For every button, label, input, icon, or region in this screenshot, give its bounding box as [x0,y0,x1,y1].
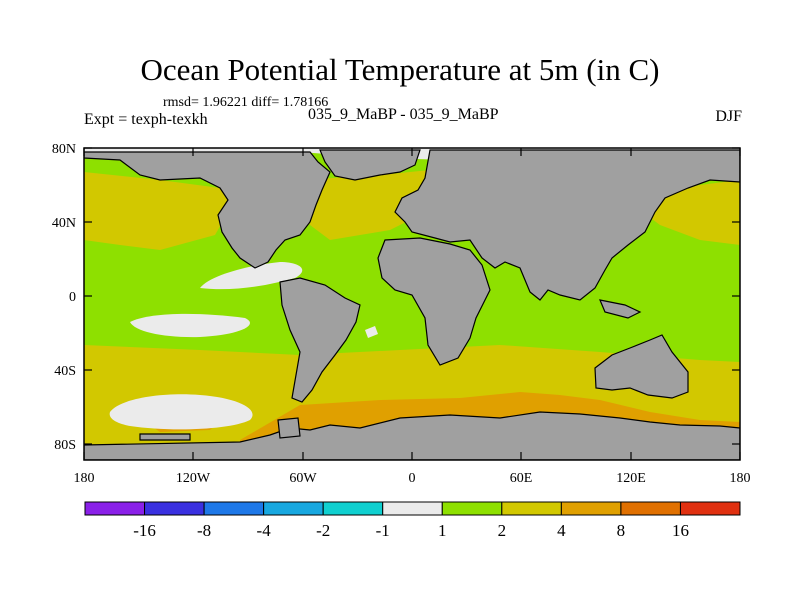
colorbar-swatch [560,501,622,516]
map-field [84,148,740,460]
colorbar: -16 -8 -4 -2 -1 1 2 4 8 16 [84,501,741,540]
land-indonesia [599,299,642,319]
colorbar-swatch [203,501,265,516]
colorbar-label: 16 [672,521,689,540]
lat-tick-label: 0 [69,290,76,305]
land-masses [84,149,740,460]
lon-tick-label: 0 [409,471,416,486]
stats-line: rmsd= 1.96221 diff= 1.78166 [163,95,329,110]
colorbar-label: 2 [498,521,507,540]
lon-tick-label: 60E [510,471,533,486]
colorbar-swatch [263,501,324,516]
land-north-america [84,151,331,269]
colorbar-swatch [441,501,503,516]
colorbar-label: -2 [316,521,330,540]
land-antarctica [84,411,740,460]
colorbar-swatch [144,501,205,516]
experiment-names: 035_9_MaBP - 035_9_MaBP [308,106,499,123]
colorbar-label: -4 [257,521,272,540]
plot-title: Ocean Potential Temperature at 5m (in C) [140,52,660,87]
season-label: DJF [715,108,742,125]
land-greenland [319,149,421,181]
colorbar-label: 1 [438,521,447,540]
lon-tick-label: 60W [289,471,317,486]
colorbar-label: -16 [133,521,156,540]
lon-axis [83,148,741,460]
land-australia [594,334,689,399]
land-south-america [279,277,361,403]
colorbar-swatch [382,501,443,516]
land-eurasia [394,149,740,301]
colorbar-swatch [679,501,741,516]
lat-tick-label: 80S [54,438,76,453]
ocean-bin-2-4-north-atlantic-pacific [84,172,232,250]
colorbar-swatch [322,501,384,516]
lat-tick-label: 40S [54,364,76,379]
lat-tick-label: 40N [52,216,76,231]
colorbar-swatch [501,501,562,516]
lon-tick-label: 120E [616,471,646,486]
ocean-white-pacific-north [200,262,303,290]
colorbar-label: -8 [197,521,211,540]
colorbar-swatch [84,501,146,516]
lon-tick-label: 120W [176,471,211,486]
experiment-label: Expt = texph-texkh [84,111,208,128]
lon-tick-label: 180 [730,471,751,486]
land-africa [377,237,491,366]
ocean-white-south-pacific [109,394,253,430]
lat-axis [84,147,740,445]
lat-tick-label: 80N [52,142,76,157]
lon-tick-label: 180 [74,471,95,486]
ocean-white-pacific-south [130,313,250,338]
colorbar-label: -1 [376,521,390,540]
land-small-island [277,417,301,439]
colorbar-swatch [620,501,681,516]
colorbar-label: 4 [557,521,566,540]
ocean-white-patch [365,326,378,338]
colorbar-label: 8 [617,521,626,540]
land-ant-peninsula [139,433,191,441]
